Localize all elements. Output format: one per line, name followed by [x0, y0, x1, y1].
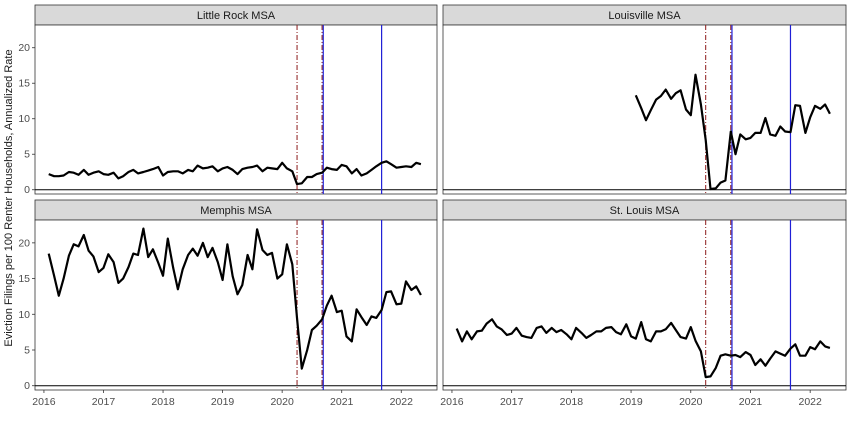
series-line-st-louis-msa — [455, 318, 831, 379]
plot-area — [442, 24, 847, 195]
y-tick-label: 20 — [18, 42, 30, 54]
x-tick-label: 2021 — [739, 396, 763, 408]
y-tick-label: 10 — [18, 113, 30, 125]
x-tick-label: 2016 — [440, 396, 464, 408]
plot-area — [442, 219, 847, 391]
y-tick-label: 10 — [18, 309, 30, 321]
series-line-louisville-msa — [634, 73, 831, 191]
y-tick-label: 15 — [18, 273, 30, 285]
y-tick-label: 5 — [24, 149, 30, 161]
panel-title: Louisville MSA — [608, 10, 681, 22]
x-tick-label: 2017 — [92, 396, 116, 408]
x-tick-label: 2019 — [619, 396, 643, 408]
y-tick-label: 5 — [24, 345, 30, 357]
x-tick-label: 2021 — [330, 396, 354, 408]
panel-st-louis-msa: St. Louis MSA 2016 2017 2018 2019 2020 2021 202… — [440, 199, 847, 408]
x-tick-label: 2020 — [679, 396, 703, 408]
x-tick-label: 2022 — [390, 396, 414, 408]
facet-panels: Little Rock MSA 0 5 10 15 20 Louisville MSA Mem… — [18, 4, 847, 408]
plot-area — [34, 24, 438, 195]
panel-title: Memphis MSA — [200, 205, 272, 217]
series-line-memphis-msa — [47, 227, 422, 370]
x-tick-label: 2017 — [500, 396, 524, 408]
x-tick-label: 2018 — [560, 396, 584, 408]
x-tick-label: 2018 — [151, 396, 175, 408]
y-axis-title: Eviction Filings per 100 Renter Househol… — [3, 49, 15, 346]
y-tick-label: 15 — [18, 78, 30, 90]
panel-louisville-msa: Louisville MSA — [442, 4, 847, 195]
x-tick-label: 2020 — [270, 396, 294, 408]
x-tick-label: 2019 — [211, 396, 235, 408]
panel-title: Little Rock MSA — [197, 10, 276, 22]
y-tick-label: 0 — [24, 184, 30, 196]
x-tick-label: 2022 — [798, 396, 822, 408]
x-tick-label: 2016 — [32, 396, 56, 408]
panel-little-rock-msa: Little Rock MSA 0 5 10 15 20 — [18, 4, 438, 196]
series-line-little-rock-msa — [48, 160, 422, 186]
y-tick-label: 20 — [18, 237, 30, 249]
panel-memphis-msa: Memphis MSA 0 5 10 15 20 2016 2017 2018 2019 2020 2… — [18, 199, 438, 408]
panel-title: St. Louis MSA — [610, 205, 680, 217]
plot-area — [34, 219, 438, 391]
y-tick-label: 0 — [24, 380, 30, 392]
